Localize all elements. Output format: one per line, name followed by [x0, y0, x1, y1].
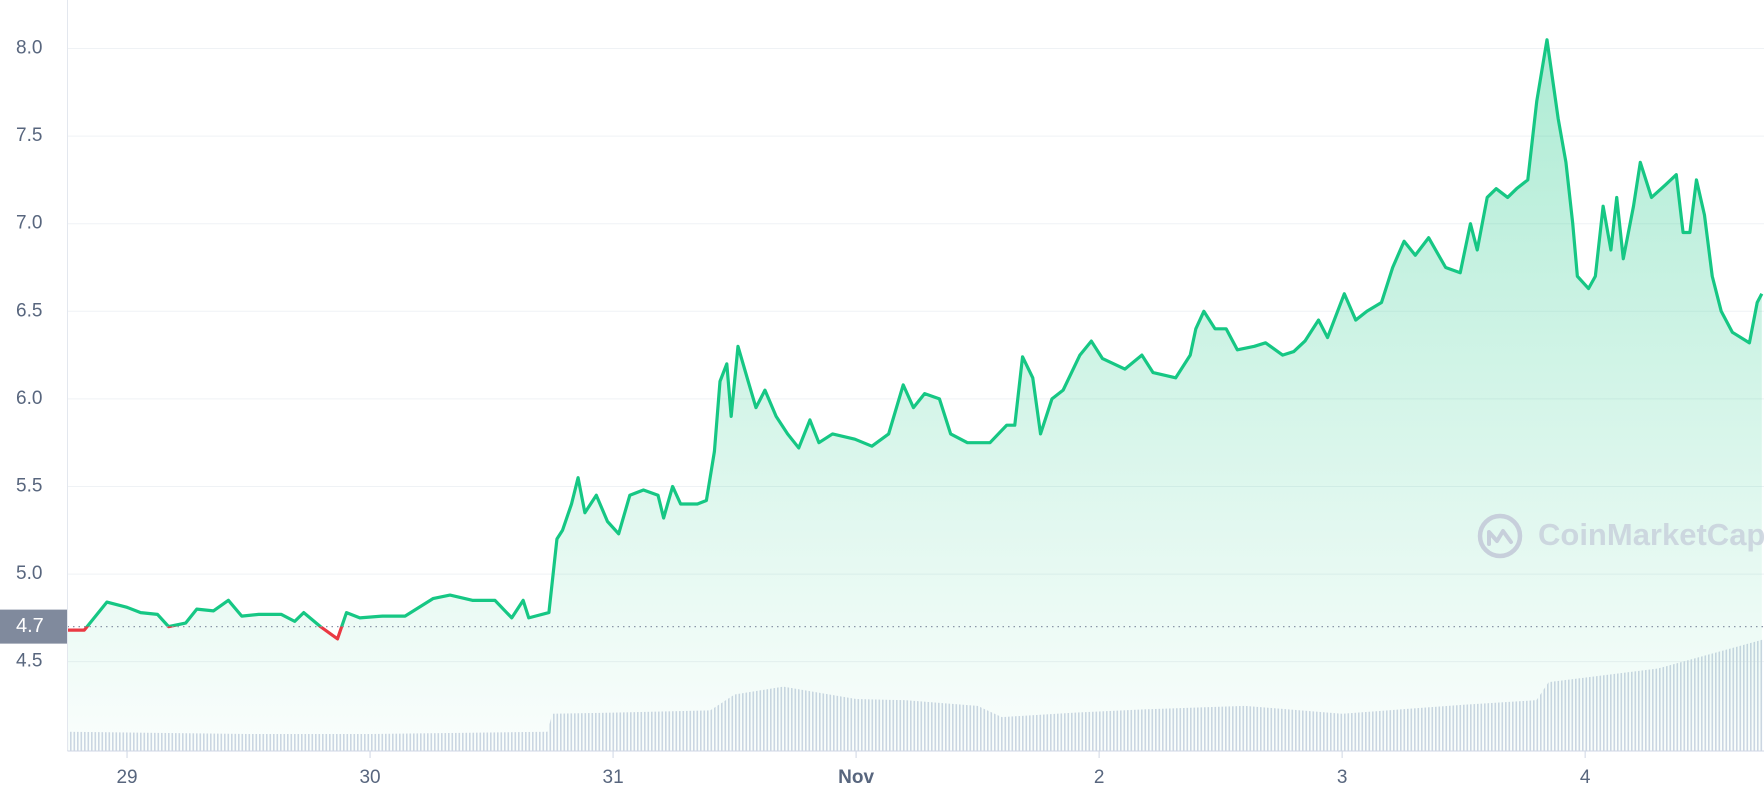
y-tick-label: 7.5	[16, 125, 42, 146]
x-tick-label: Nov	[838, 767, 874, 788]
watermark: CoinMarketCap	[1538, 517, 1764, 552]
x-tick-label: 4	[1580, 767, 1591, 788]
watermark-logo-mark	[1487, 529, 1513, 546]
x-tick-label: 30	[359, 767, 380, 788]
y-tick-label: 4.5	[16, 651, 42, 672]
x-tick-label: 29	[116, 767, 137, 788]
y-tick-label: 5.0	[16, 563, 42, 584]
reference-label: 4.7	[16, 615, 44, 637]
x-tick-label: 31	[603, 767, 624, 788]
x-tick-label: 3	[1337, 767, 1348, 788]
y-tick-label: 7.0	[16, 213, 42, 234]
watermark-logo	[1477, 513, 1523, 559]
reference-label-box	[0, 609, 68, 644]
x-tick-label: 2	[1094, 767, 1105, 788]
y-tick-label: 6.5	[16, 300, 42, 321]
y-tick-label: 8.0	[16, 38, 42, 59]
price-area	[67, 39, 1762, 751]
y-tick-label: 6.0	[16, 388, 42, 409]
y-tick-label: 5.5	[16, 475, 42, 496]
price-line	[67, 38, 1764, 641]
